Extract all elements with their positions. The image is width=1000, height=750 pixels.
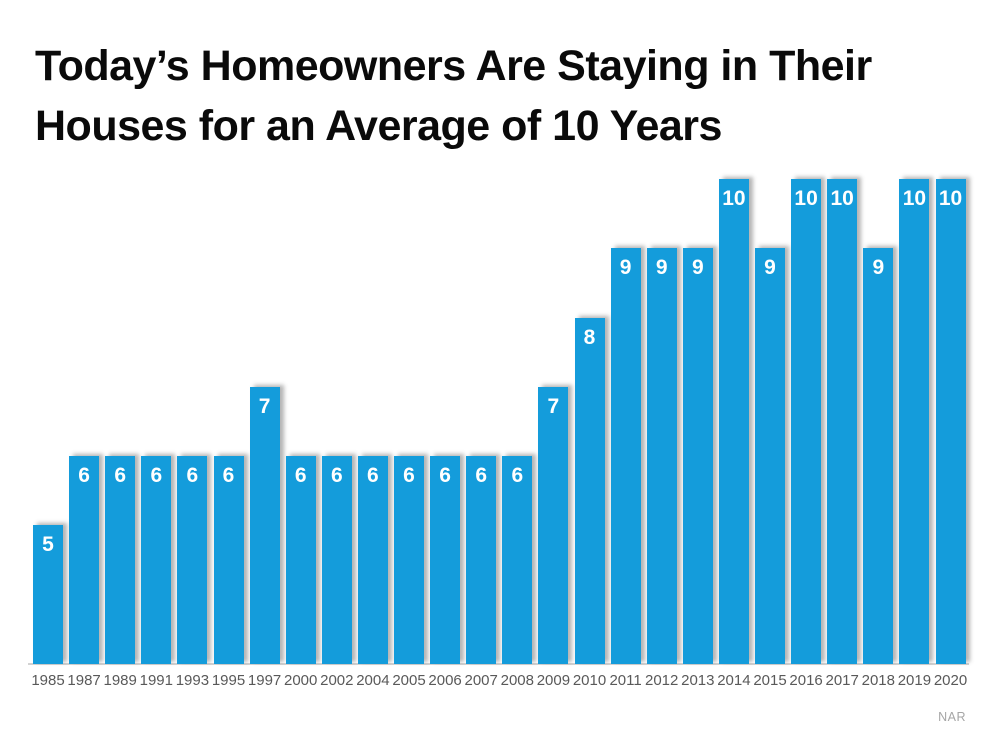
bar-1985: 5 <box>33 525 63 664</box>
bar-value-label: 6 <box>511 464 524 488</box>
x-tick-label-2010: 2010 <box>572 672 607 689</box>
bar-2009: 7 <box>538 386 569 664</box>
bar-2017: 10 <box>827 178 858 664</box>
bar-2006: 6 <box>430 456 461 664</box>
bar-value-label: 9 <box>619 256 632 280</box>
bar-value-label: 8 <box>583 325 596 349</box>
x-tick-label-2016: 2016 <box>789 672 823 689</box>
chart-title-line-1: Today’s Homeowners Are Staying in Their <box>35 42 872 90</box>
bar-value-label: 7 <box>258 394 271 418</box>
chart-title: Today’s Homeowners Are Staying in Their … <box>35 36 955 156</box>
bar-value-label: 10 <box>830 186 854 210</box>
x-tick-label-2015: 2015 <box>753 672 787 689</box>
x-tick-label-1993: 1993 <box>175 672 210 689</box>
bar-value-label: 6 <box>403 464 415 488</box>
bar-value-label: 6 <box>114 464 127 488</box>
bar-value-label: 9 <box>764 256 776 280</box>
x-tick-label-1995: 1995 <box>211 672 246 689</box>
bar-value-label: 6 <box>78 464 90 488</box>
bar-2020: 10 <box>935 178 966 664</box>
chart-title-line-2: Houses for an Average of 10 Years <box>35 102 722 150</box>
bar-value-label: 9 <box>691 256 704 280</box>
x-tick-label-1987: 1987 <box>67 672 101 689</box>
bar-2016: 10 <box>791 178 822 664</box>
x-tick-label-2000: 2000 <box>284 672 318 689</box>
x-tick-label-2005: 2005 <box>392 672 426 689</box>
x-tick-label-2011: 2011 <box>609 672 642 689</box>
bar-1993: 6 <box>177 456 208 664</box>
bar-value-label: 9 <box>872 256 885 280</box>
bar-value-label: 10 <box>794 186 818 210</box>
bar-value-label: 10 <box>938 186 963 210</box>
x-tick-label-1997: 1997 <box>247 672 282 689</box>
bar-2010: 8 <box>574 317 605 664</box>
bar-1989: 6 <box>105 456 136 664</box>
bar-value-label: 6 <box>330 464 343 488</box>
bar-value-label: 9 <box>655 256 668 280</box>
bar-value-label: 5 <box>42 533 54 557</box>
bar-value-label: 6 <box>439 464 451 488</box>
source-attribution: NAR <box>938 710 966 724</box>
bar-2008: 6 <box>502 456 533 664</box>
bar-2004: 6 <box>357 456 388 664</box>
bar-value-label: 6 <box>475 464 488 488</box>
x-tick-label-2007: 2007 <box>464 672 498 689</box>
x-tick-label-2006: 2006 <box>428 672 462 689</box>
x-tick-label-2014: 2014 <box>717 672 751 689</box>
bar-2018: 9 <box>863 248 894 664</box>
x-axis-line <box>28 663 969 665</box>
bar-value-label: 6 <box>186 464 199 488</box>
bar-value-label: 6 <box>150 464 163 488</box>
x-tick-label-2018: 2018 <box>861 672 895 689</box>
bar-2011: 9 <box>610 248 641 664</box>
bar-1997: 7 <box>249 386 280 664</box>
x-tick-label-2019: 2019 <box>897 672 932 689</box>
bar-value-label: 7 <box>547 394 560 418</box>
bar-2000: 6 <box>285 456 316 664</box>
x-tick-label-2013: 2013 <box>681 672 715 689</box>
bar-2007: 6 <box>466 456 497 664</box>
bar-value-label: 6 <box>222 464 235 488</box>
x-tick-label-2002: 2002 <box>320 672 354 689</box>
x-tick-label-2008: 2008 <box>500 672 534 689</box>
bar-value-label: 6 <box>294 464 307 488</box>
bar-2019: 10 <box>899 178 930 664</box>
x-tick-label-2017: 2017 <box>825 672 859 689</box>
x-tick-label-1991: 1991 <box>139 672 173 689</box>
x-tick-label-2012: 2012 <box>645 672 679 689</box>
bar-2005: 6 <box>394 456 424 664</box>
bar-1987: 6 <box>69 456 100 664</box>
bar-value-label: 6 <box>367 464 379 488</box>
x-tick-label-2004: 2004 <box>356 672 390 689</box>
bar-value-label: 10 <box>722 186 746 210</box>
bar-2002: 6 <box>321 456 352 664</box>
bar-2015: 9 <box>755 248 785 664</box>
x-tick-label-2020: 2020 <box>933 672 968 689</box>
bar-2012: 9 <box>646 248 677 664</box>
bar-2014: 10 <box>718 178 749 664</box>
bar-1991: 6 <box>141 456 172 664</box>
bar-value-label: 10 <box>902 186 927 210</box>
x-tick-label-1989: 1989 <box>103 672 137 689</box>
bar-1995: 6 <box>213 456 244 664</box>
bar-2013: 9 <box>682 248 713 664</box>
x-tick-label-1985: 1985 <box>31 672 65 689</box>
x-tick-label-2009: 2009 <box>536 672 571 689</box>
